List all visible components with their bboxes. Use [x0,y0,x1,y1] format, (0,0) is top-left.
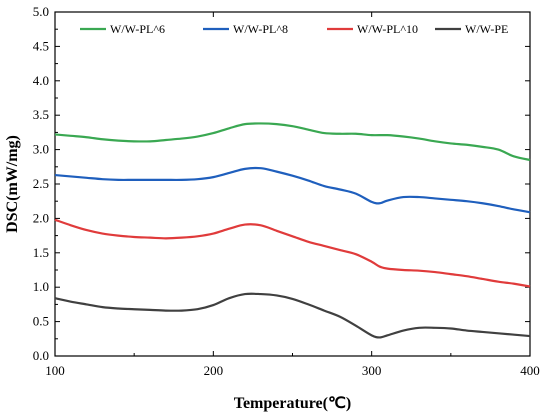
y-tick-label: 0.0 [33,348,49,363]
y-axis-title: DSC(mW/mg) [4,135,21,233]
series-line [54,166,531,214]
series-line [54,218,531,288]
x-tick-label: 100 [45,363,65,378]
x-tick-label: 200 [204,363,224,378]
x-axis-title: Temperature(℃) [234,395,352,412]
y-tick-label: 4.0 [33,73,49,88]
series-1 [54,122,531,161]
x-tick-label: 400 [520,363,540,378]
y-tick-label: 4.5 [33,38,49,53]
y-tick-label: 2.5 [33,176,49,191]
y-tick-label: 2.0 [33,210,49,225]
legend-label: W/W-PL^6 [110,22,165,36]
y-axis: 0.0 0.5 1.0 1.5 2.0 2.5 3.0 3.5 4.0 4.5 5.0 [33,4,530,363]
legend-label: W/W-PL^10 [357,22,418,36]
x-tick-label: 300 [362,363,382,378]
series-2 [54,166,531,214]
series-3 [54,218,531,288]
legend-label: W/W-PL^8 [233,22,288,36]
y-tick-label: 1.5 [33,245,49,260]
series-line [54,292,531,339]
y-tick-label: 3.0 [33,142,49,157]
y-tick-label: 3.5 [33,107,49,122]
series-line [54,122,531,161]
y-tick-label: 0.5 [33,314,49,329]
y-tick-label: 5.0 [33,4,49,19]
series-layer [54,122,531,339]
plot-frame [54,11,531,357]
y-tick-label: 1.0 [33,279,49,294]
legend-label: W/W-PE [465,22,508,36]
x-axis: 100 200 300 400 [45,12,540,378]
series-4 [54,292,531,339]
legend: W/W-PL^6 W/W-PL^8 W/W-PL^10 W/W-PE [80,22,508,36]
